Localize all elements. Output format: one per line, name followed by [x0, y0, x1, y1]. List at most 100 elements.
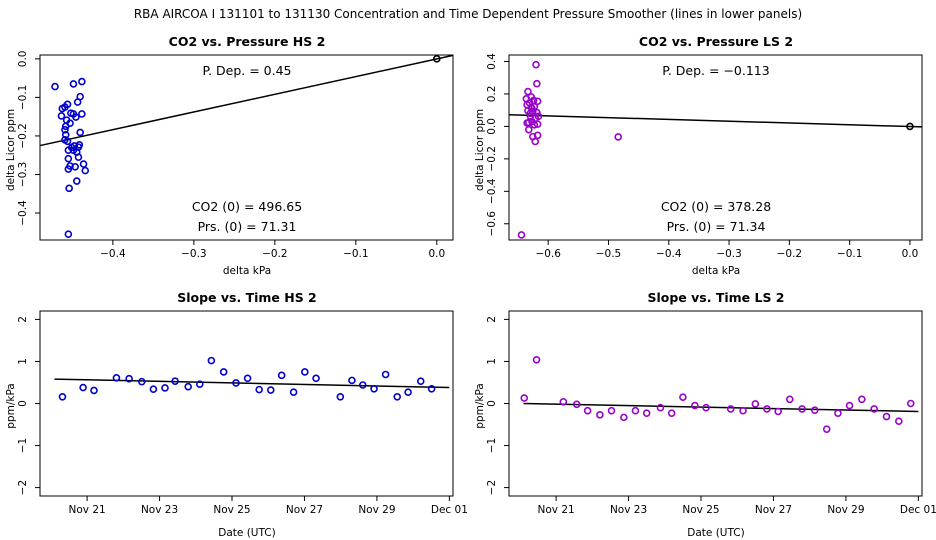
- data-point: [149, 385, 158, 394]
- annotation-pressure-zero: Prs. (0) = 71.31: [198, 219, 297, 234]
- y-tick-label: 0.2: [486, 86, 498, 103]
- data-point: [63, 100, 72, 109]
- y-tick-label: −0.1: [17, 85, 29, 111]
- data-point: [112, 374, 121, 382]
- data-point: [277, 371, 286, 380]
- data-point: [255, 385, 263, 394]
- data-point: [416, 377, 425, 386]
- y-tick-label: 0.0: [486, 118, 498, 135]
- data-point: [404, 388, 412, 396]
- annotation-co2-zero: CO2 (0) = 496.65: [192, 199, 302, 214]
- annotation-co2-zero: CO2 (0) = 378.28: [661, 199, 771, 214]
- x-tick-label: Nov 29: [827, 504, 864, 516]
- data-point: [138, 377, 146, 386]
- data-point: [171, 377, 179, 386]
- data-point: [656, 403, 665, 412]
- data-point: [751, 400, 760, 408]
- x-tick-label: 0.0: [428, 248, 445, 260]
- x-tick-label: −0.6: [535, 248, 561, 260]
- y-tick-label: 0.4: [486, 53, 498, 70]
- data-point: [532, 355, 541, 364]
- x-tick-label: Nov 25: [213, 504, 250, 516]
- data-point: [607, 406, 616, 415]
- y-tick-label: 2: [486, 316, 498, 323]
- data-point: [870, 405, 878, 413]
- x-tick-label: Nov 29: [358, 504, 395, 516]
- data-point: [381, 370, 390, 379]
- data-point: [785, 395, 794, 404]
- x-tick-label: −0.2: [262, 248, 288, 260]
- y-tick-label: −0.2: [17, 123, 29, 149]
- data-point: [702, 403, 710, 412]
- x-tick-label: 0.0: [902, 248, 919, 260]
- data-point: [524, 125, 533, 134]
- data-point: [822, 425, 831, 433]
- data-point: [534, 112, 543, 121]
- x-tick-label: Dec 01: [900, 504, 936, 516]
- data-point: [79, 160, 88, 168]
- data-point: [64, 154, 73, 163]
- data-point: [533, 79, 541, 88]
- fit-line: [523, 402, 919, 413]
- annotation-pressure-dependence: P. Dep. = 0.45: [202, 63, 291, 78]
- x-tick-label: −0.1: [837, 248, 863, 260]
- data-point: [517, 231, 526, 239]
- data-point: [125, 374, 133, 383]
- y-tick-label: −1: [17, 438, 29, 453]
- panel-title: CO2 vs. Pressure LS 2: [639, 34, 793, 49]
- data-point: [834, 409, 842, 417]
- x-tick-label: −0.3: [716, 248, 742, 260]
- data-point: [370, 384, 378, 393]
- x-axis-label: delta kPa: [692, 265, 740, 277]
- x-tick-label: Nov 27: [755, 504, 792, 516]
- data-point: [882, 412, 891, 421]
- data-point: [810, 406, 819, 415]
- x-tick-label: Dec 01: [431, 504, 468, 516]
- data-point: [572, 400, 581, 409]
- data-point: [61, 130, 70, 139]
- panel-co2-vs-pressure-hs: CO2 vs. Pressure HS 2 delta kPa delta Li…: [5, 34, 325, 277]
- x-axis-label: Date (UTC): [218, 527, 275, 539]
- data-point: [289, 388, 298, 396]
- y-axis-label: ppm/kPa: [474, 383, 486, 428]
- data-point: [74, 143, 83, 151]
- data-point: [533, 120, 542, 128]
- data-point: [348, 376, 356, 385]
- y-tick-label: 0: [17, 400, 29, 407]
- data-point: [66, 119, 74, 128]
- data-point: [51, 82, 59, 91]
- data-point: [195, 380, 204, 388]
- data-point: [906, 399, 915, 408]
- panel-title: CO2 vs. Pressure HS 2: [169, 34, 326, 49]
- y-tick-label: 0.0: [17, 51, 29, 68]
- panel-slope-vs-time-ls: Slope vs. Time LS 2 Date (UTC) ppm/kPa: [474, 290, 785, 539]
- data-point: [71, 162, 79, 171]
- plot-frame: [508, 310, 923, 497]
- data-point: [219, 368, 228, 376]
- panel-slope-vs-time-hs: Slope vs. Time HS 2 Date (UTC) ppm/kPa: [5, 290, 317, 539]
- data-point: [79, 383, 87, 392]
- data-point: [161, 384, 169, 392]
- data-point: [312, 374, 320, 383]
- data-point: [266, 386, 275, 394]
- data-point: [301, 368, 309, 376]
- data-point: [61, 125, 69, 134]
- x-axis-label: delta kPa: [223, 265, 271, 277]
- data-point: [614, 133, 622, 141]
- data-point: [845, 401, 854, 410]
- panel-title: Slope vs. Time HS 2: [177, 290, 317, 305]
- y-tick-label: −0.4: [486, 178, 498, 204]
- reference-point: [433, 55, 441, 63]
- data-point: [533, 97, 542, 106]
- x-tick-label: −0.4: [656, 248, 682, 260]
- y-tick-label: 0: [486, 400, 498, 407]
- data-point: [774, 407, 782, 416]
- y-tick-label: −0.3: [17, 162, 29, 188]
- reference-point: [906, 122, 914, 131]
- x-tick-label: Nov 27: [286, 504, 323, 516]
- x-tick-label: Nov 25: [682, 504, 719, 516]
- data-point: [184, 382, 192, 391]
- annotation-pressure-zero: Prs. (0) = 71.34: [667, 219, 766, 234]
- y-tick-label: −0.4: [17, 200, 29, 226]
